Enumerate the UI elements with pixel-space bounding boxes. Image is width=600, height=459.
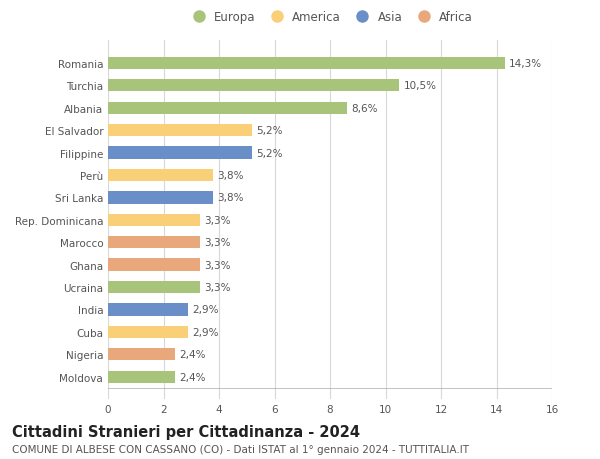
Bar: [108, 236, 200, 249]
Bar: [108, 326, 188, 338]
Text: 3,3%: 3,3%: [204, 215, 230, 225]
Text: Cittadini Stranieri per Cittadinanza - 2024: Cittadini Stranieri per Cittadinanza - 2…: [12, 425, 360, 440]
Text: 8,6%: 8,6%: [351, 103, 377, 113]
Bar: [108, 304, 188, 316]
Bar: [108, 147, 253, 159]
Text: 3,3%: 3,3%: [204, 238, 230, 248]
Text: 2,9%: 2,9%: [193, 305, 219, 315]
Text: 2,9%: 2,9%: [193, 327, 219, 337]
Bar: [108, 192, 214, 204]
Bar: [108, 214, 200, 226]
Bar: [108, 259, 200, 271]
Text: 10,5%: 10,5%: [404, 81, 437, 91]
Bar: [108, 169, 214, 182]
Bar: [108, 80, 400, 92]
Bar: [108, 348, 175, 361]
Text: 5,2%: 5,2%: [256, 148, 283, 158]
Text: 5,2%: 5,2%: [256, 126, 283, 136]
Text: 3,3%: 3,3%: [204, 260, 230, 270]
Bar: [108, 125, 253, 137]
Text: 3,8%: 3,8%: [218, 193, 244, 203]
Text: COMUNE DI ALBESE CON CASSANO (CO) - Dati ISTAT al 1° gennaio 2024 - TUTTITALIA.I: COMUNE DI ALBESE CON CASSANO (CO) - Dati…: [12, 444, 469, 454]
Bar: [108, 57, 505, 70]
Bar: [108, 102, 347, 115]
Text: 2,4%: 2,4%: [179, 350, 205, 359]
Bar: [108, 371, 175, 383]
Text: 3,8%: 3,8%: [218, 171, 244, 180]
Text: 14,3%: 14,3%: [509, 59, 542, 69]
Bar: [108, 281, 200, 294]
Text: 3,3%: 3,3%: [204, 282, 230, 292]
Legend: Europa, America, Asia, Africa: Europa, America, Asia, Africa: [187, 11, 473, 24]
Text: 2,4%: 2,4%: [179, 372, 205, 382]
